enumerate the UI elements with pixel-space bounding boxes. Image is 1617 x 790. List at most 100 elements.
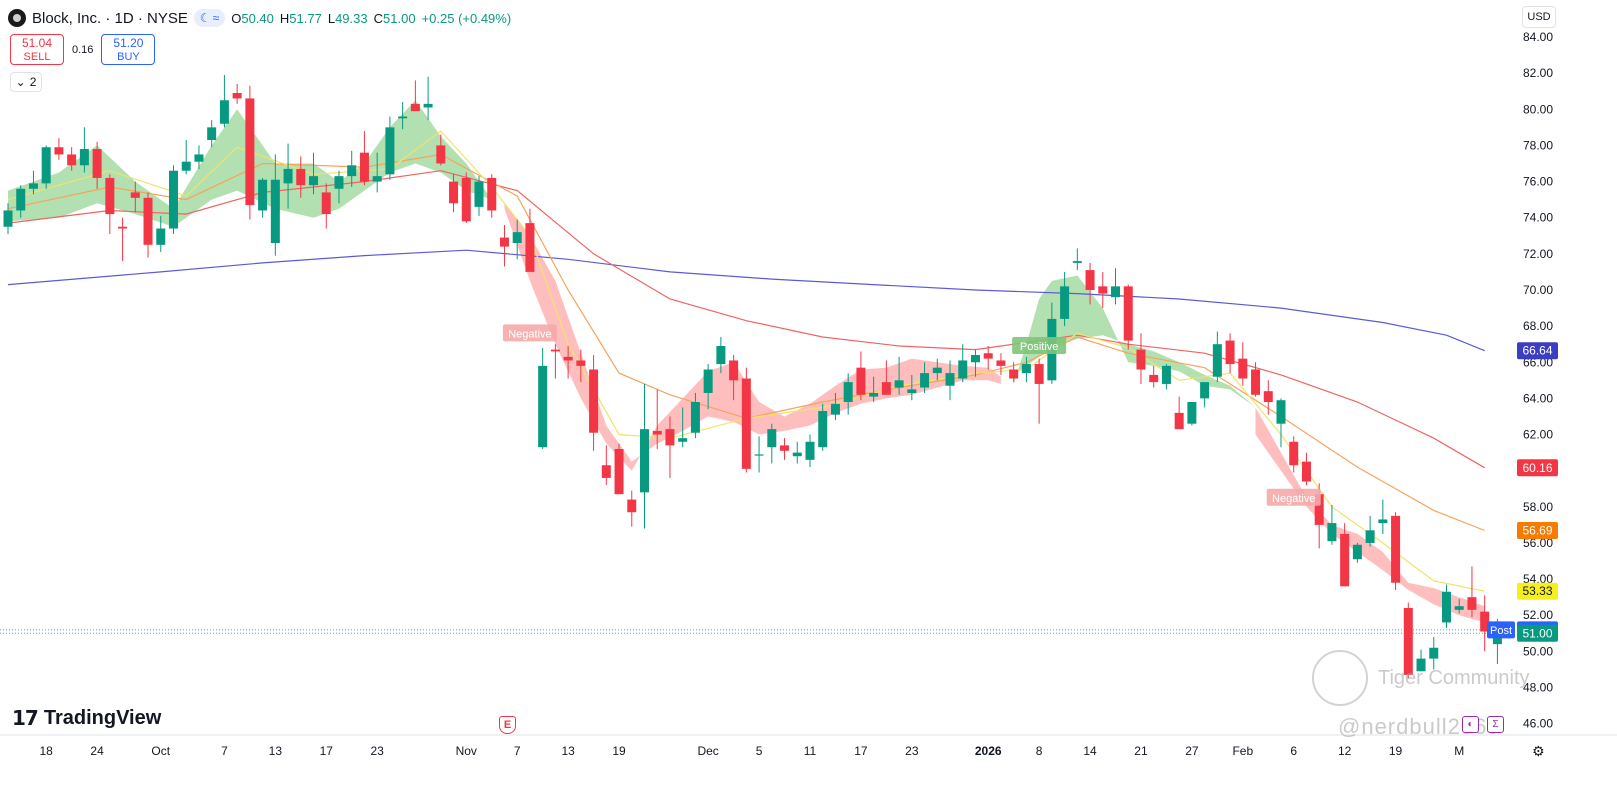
symbol-title[interactable]: Block, Inc. · 1D · NYSE [32,9,188,27]
candle [1416,649,1426,672]
gear-icon[interactable]: ⚙ [1532,743,1545,759]
candle-body [1174,412,1184,430]
price-tick-label: 72.00 [1523,247,1553,261]
candle [385,116,395,180]
candle [843,373,853,415]
candle-body [385,127,395,175]
candle-body [359,152,369,182]
price-tick-label: 46.00 [1523,717,1553,731]
split-event-icon[interactable]: Σ [1487,716,1504,733]
time-tick-label: M [1454,744,1464,758]
candle [869,376,879,403]
wave-icon: ≈ [212,11,220,25]
candle-body [1149,374,1159,383]
moving-averages [0,130,1512,634]
candle-body [563,356,573,361]
session-pill[interactable]: ☾ ≈ [193,9,226,27]
time-tick-label: Feb [1232,744,1253,758]
trend-annotation: Negative [1266,488,1321,506]
candle [41,145,51,189]
candle-body [958,360,968,379]
candle-body [512,232,522,243]
candle [79,127,89,173]
candle-body [550,349,560,352]
dividend-event-icon[interactable]: ◐ [1462,716,1479,733]
candle [334,170,344,204]
candle [1429,636,1439,670]
candle-body [461,177,471,222]
price-tick-label: 52.00 [1523,608,1553,622]
candle [665,416,675,478]
candle [1212,331,1222,383]
price-tick-label: 64.00 [1523,391,1553,405]
candle-body [525,223,535,272]
candle-body [1021,364,1031,374]
candle-body [1480,611,1490,632]
candle [28,170,38,195]
candle [1480,595,1490,652]
price-tick-label: 74.00 [1523,211,1553,225]
candle-body [1123,286,1133,341]
candle [932,358,942,381]
earnings-marker-icon[interactable]: E [499,716,516,734]
candle-body [652,430,662,435]
candle [767,423,777,464]
candle [1111,268,1121,305]
candle-body [309,176,319,186]
candle-body [1327,523,1337,542]
candle-body [1314,494,1324,525]
candle [1289,436,1299,473]
candle-body [1365,530,1375,543]
time-tick-label: 7 [514,744,521,758]
candle-body [398,116,408,119]
candle-body [321,192,331,215]
candle [1187,402,1197,426]
time-tick-label: 17 [854,744,868,758]
time-tick-label: 2026 [975,744,1002,758]
candle [920,362,930,393]
candle-body [627,499,637,513]
candle-body [105,177,115,215]
candle [550,344,560,379]
indicators-toggle-button[interactable]: ⌄ 2 [10,72,42,92]
candle [945,360,955,401]
moon-icon: ☾ [199,11,211,25]
price-tag-bg [1517,624,1558,642]
trend-annotations: Negative Positive Negative [502,324,1321,506]
candle [3,203,13,234]
price-tag-bg [1517,459,1558,477]
sell-button[interactable]: 51.04 SELL [10,34,64,65]
candle [958,344,968,383]
candle [894,356,904,395]
buy-button[interactable]: 51.20 BUY [101,34,156,65]
candle-body [1161,365,1171,384]
price-tag-prefix-bg [1487,621,1515,639]
candle [1123,284,1133,350]
candle-body [1187,402,1197,424]
candle-body [283,168,293,184]
candle-body [678,438,688,442]
candle-body [487,177,497,211]
candle [1009,362,1019,383]
candle-body [1429,647,1439,659]
candle [1441,584,1451,628]
candle-body [270,179,280,243]
tradingview-logo[interactable]: 𝟭𝟳 TradingView [12,706,161,731]
time-tick-label: 13 [269,744,283,758]
price-tick-label: 70.00 [1523,283,1553,297]
price-tick-label: 48.00 [1523,681,1553,695]
candle [16,185,26,218]
candle-body [920,373,930,388]
candle [92,141,102,189]
candle-body [665,429,675,446]
symbol-legend: Block, Inc. · 1D · NYSE ☾ ≈ O50.40 H51.7… [8,6,511,30]
candle-body [79,149,89,166]
currency-button[interactable]: USD [1522,6,1556,28]
candle-body [168,170,178,229]
candle-body [830,403,840,415]
candle [449,174,459,213]
candle [143,192,153,258]
price-tag: 56.69 [1517,521,1558,539]
